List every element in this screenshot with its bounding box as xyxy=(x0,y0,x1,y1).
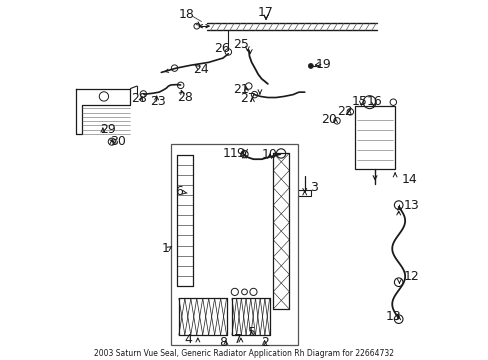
Text: 14: 14 xyxy=(401,173,416,186)
Text: 30: 30 xyxy=(110,135,126,148)
Text: 19: 19 xyxy=(315,58,330,71)
Text: 23: 23 xyxy=(149,95,165,108)
Text: 2003 Saturn Vue Seal, Generic Radiator Application Rh Diagram for 22664732: 2003 Saturn Vue Seal, Generic Radiator A… xyxy=(94,349,394,358)
Text: 25: 25 xyxy=(232,38,248,51)
Text: 8: 8 xyxy=(219,336,226,348)
Text: 18: 18 xyxy=(178,8,194,21)
Text: 1: 1 xyxy=(162,242,169,255)
Bar xyxy=(171,144,298,345)
Text: 2: 2 xyxy=(261,336,269,348)
Text: 29: 29 xyxy=(100,122,116,136)
Text: 20: 20 xyxy=(320,113,336,126)
Text: 28: 28 xyxy=(177,91,193,104)
Text: 9: 9 xyxy=(235,147,244,159)
Text: 21: 21 xyxy=(233,83,248,96)
Text: 12: 12 xyxy=(403,270,418,283)
Text: 6: 6 xyxy=(175,185,183,198)
Text: 3: 3 xyxy=(309,181,317,194)
Text: 13: 13 xyxy=(403,199,418,212)
Text: 17: 17 xyxy=(258,6,273,19)
Text: 11: 11 xyxy=(223,147,238,159)
Circle shape xyxy=(308,63,313,68)
Text: 27: 27 xyxy=(240,92,256,105)
Text: 26: 26 xyxy=(214,41,229,54)
Text: 15: 15 xyxy=(350,95,366,108)
Text: 5: 5 xyxy=(247,325,256,338)
Text: 7: 7 xyxy=(234,333,242,346)
Bar xyxy=(298,190,310,196)
Text: 4: 4 xyxy=(183,333,191,346)
Bar xyxy=(354,107,394,169)
Text: 28: 28 xyxy=(130,93,146,105)
Text: 24: 24 xyxy=(192,63,208,76)
Text: 13: 13 xyxy=(385,310,400,323)
Text: 10: 10 xyxy=(261,148,277,161)
Text: 16: 16 xyxy=(366,95,382,108)
Text: 22: 22 xyxy=(336,105,352,118)
